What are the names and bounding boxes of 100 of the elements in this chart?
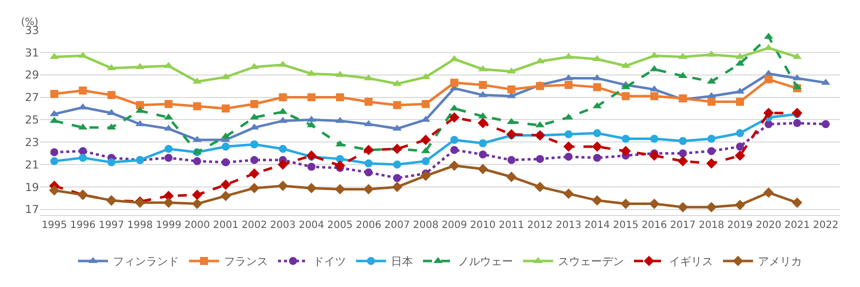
x-tick-label: 2004 bbox=[298, 220, 324, 231]
point bbox=[736, 142, 744, 151]
point bbox=[763, 187, 774, 198]
point bbox=[593, 129, 602, 138]
x-tick-label: 1999 bbox=[156, 220, 182, 231]
point bbox=[164, 154, 173, 162]
x-tick-label: 1995 bbox=[42, 220, 68, 231]
legend-label: フィンランド bbox=[113, 255, 179, 268]
x-tick-label: 1998 bbox=[127, 220, 153, 231]
x-tick-label: 2015 bbox=[612, 220, 638, 231]
point bbox=[792, 197, 802, 208]
point bbox=[649, 198, 660, 209]
y-axis-title: (%) bbox=[21, 17, 38, 28]
point bbox=[278, 159, 288, 170]
point bbox=[822, 120, 830, 128]
x-tick-label: 1996 bbox=[70, 220, 96, 231]
y-tick-label: 31 bbox=[25, 46, 39, 60]
point bbox=[222, 142, 230, 151]
point bbox=[164, 100, 173, 108]
point bbox=[450, 78, 458, 87]
point bbox=[507, 156, 516, 164]
point bbox=[278, 93, 287, 102]
point bbox=[278, 180, 288, 192]
point bbox=[50, 90, 58, 98]
point bbox=[220, 190, 231, 202]
point bbox=[136, 101, 144, 110]
point bbox=[250, 140, 258, 148]
legend-label: 日本 bbox=[391, 255, 413, 268]
x-tick-label: 2016 bbox=[642, 220, 668, 231]
point bbox=[706, 158, 717, 169]
point bbox=[50, 157, 58, 166]
point bbox=[622, 92, 630, 100]
point bbox=[478, 80, 487, 89]
point bbox=[422, 157, 430, 166]
y-tick-label: 21 bbox=[25, 158, 39, 172]
point bbox=[306, 182, 317, 194]
point bbox=[193, 102, 202, 110]
point bbox=[564, 152, 573, 161]
point bbox=[393, 160, 402, 169]
point bbox=[222, 158, 230, 166]
point bbox=[450, 146, 458, 154]
x-tick-label: 2012 bbox=[527, 220, 553, 231]
x-tick-label: 2014 bbox=[584, 220, 610, 231]
legend-label: ノルウェー bbox=[458, 255, 513, 268]
point bbox=[192, 190, 202, 200]
legend-label: イギリス bbox=[669, 255, 713, 268]
point bbox=[50, 148, 58, 156]
point bbox=[563, 188, 574, 199]
point bbox=[678, 156, 688, 166]
point bbox=[107, 91, 116, 100]
point bbox=[250, 156, 258, 164]
point bbox=[307, 93, 316, 102]
point bbox=[707, 147, 716, 156]
y-tick-label: 23 bbox=[25, 136, 39, 149]
point bbox=[620, 146, 631, 156]
x-tick-label: 2018 bbox=[698, 220, 724, 231]
point bbox=[363, 144, 374, 156]
point bbox=[736, 129, 744, 138]
point bbox=[650, 92, 658, 100]
x-tick-label: 2008 bbox=[412, 220, 438, 231]
point bbox=[478, 164, 488, 174]
legend-label: フランス bbox=[224, 255, 268, 268]
point bbox=[649, 150, 660, 161]
point bbox=[278, 144, 287, 153]
point bbox=[249, 182, 260, 194]
point bbox=[307, 162, 316, 171]
point bbox=[736, 98, 744, 106]
point bbox=[792, 108, 802, 118]
y-tick-label: 27 bbox=[25, 91, 39, 104]
point bbox=[334, 160, 346, 171]
point bbox=[592, 195, 602, 206]
y-tick-label: 19 bbox=[25, 180, 39, 194]
point bbox=[393, 101, 402, 110]
point bbox=[734, 150, 746, 161]
point bbox=[392, 182, 402, 192]
x-tick-label: 2010 bbox=[470, 220, 496, 231]
point bbox=[734, 200, 746, 210]
point bbox=[336, 93, 344, 102]
point bbox=[793, 119, 802, 128]
x-tick-label: 2013 bbox=[556, 220, 582, 231]
point bbox=[107, 158, 116, 166]
x-tick-label: 2000 bbox=[184, 220, 210, 231]
y-tick-label: 29 bbox=[25, 68, 39, 82]
point bbox=[478, 118, 488, 128]
x-tick-label: 2005 bbox=[327, 220, 353, 231]
point bbox=[334, 184, 346, 194]
point bbox=[478, 150, 487, 158]
point bbox=[593, 83, 602, 92]
point bbox=[678, 149, 687, 158]
x-tick-label: 2011 bbox=[498, 220, 524, 231]
point bbox=[506, 172, 517, 182]
x-tick-label: 2003 bbox=[270, 220, 296, 231]
point bbox=[450, 136, 458, 144]
point bbox=[592, 141, 602, 152]
point bbox=[392, 144, 402, 154]
point bbox=[306, 150, 317, 161]
x-tick-label: 2020 bbox=[756, 220, 782, 231]
x-tick-label: 1997 bbox=[98, 220, 124, 231]
point bbox=[393, 174, 402, 182]
point bbox=[650, 134, 658, 143]
